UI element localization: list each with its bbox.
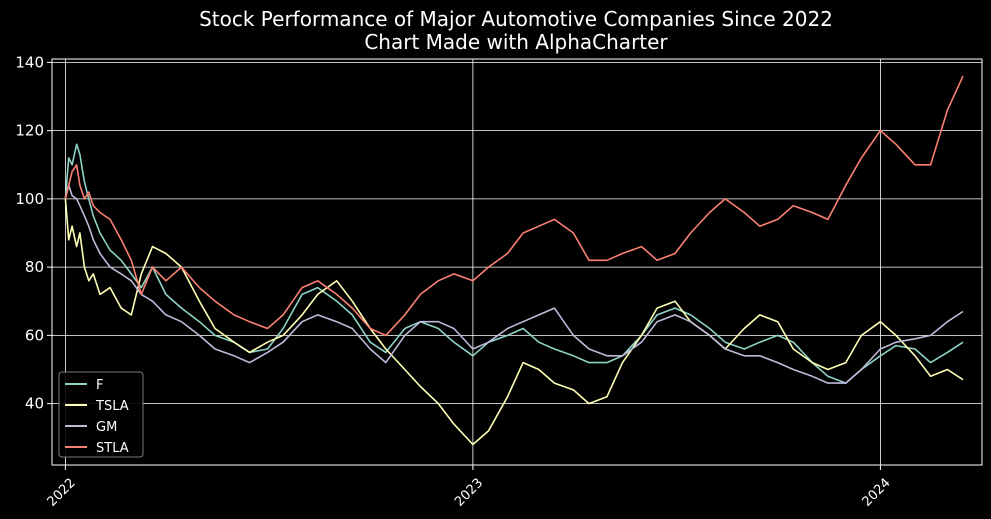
chart-title: Stock Performance of Major Automotive Co… [199, 7, 833, 31]
plot-frame [51, 58, 983, 466]
legend-label-stla: STLA [96, 441, 129, 456]
y-tick-label: 60 [25, 326, 44, 344]
y-tick-label: 80 [25, 258, 44, 276]
y-tick-label: 140 [15, 53, 44, 71]
y-tick-label: 100 [15, 190, 44, 208]
legend-label-tsla: TSLA [95, 399, 129, 414]
legend-label-gm: GM [96, 420, 117, 435]
chart-subtitle: Chart Made with AlphaCharter [364, 30, 668, 54]
legend-box [58, 371, 144, 458]
series-line-gm [64, 184, 964, 384]
y-tick-label: 120 [15, 122, 44, 140]
legend: F TSLA GM STLA [58, 371, 144, 458]
legend-label-f: F [96, 378, 103, 393]
series-line-tsla [64, 198, 964, 446]
y-tick-label: 40 [25, 395, 44, 413]
series-line-stla [64, 75, 964, 337]
series-line-f [64, 143, 964, 384]
